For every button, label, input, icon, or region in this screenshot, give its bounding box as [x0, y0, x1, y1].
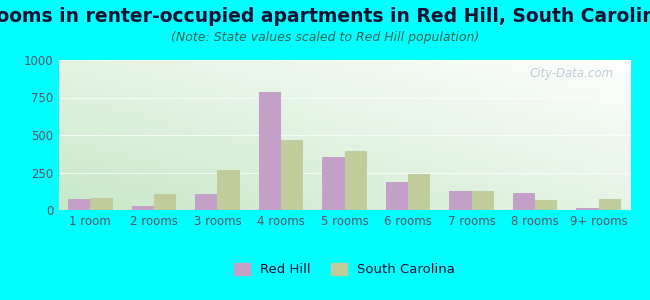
Text: Rooms in renter-occupied apartments in Red Hill, South Carolina: Rooms in renter-occupied apartments in R… — [0, 8, 650, 26]
Bar — [259, 92, 281, 210]
Bar — [195, 194, 217, 210]
Bar — [322, 157, 344, 210]
Bar — [599, 199, 621, 210]
Bar — [344, 151, 367, 210]
Bar — [449, 190, 472, 210]
Bar — [90, 198, 112, 210]
Bar — [513, 193, 535, 210]
Bar — [535, 200, 558, 210]
Text: (Note: State values scaled to Red Hill population): (Note: State values scaled to Red Hill p… — [171, 32, 479, 44]
Bar — [386, 182, 408, 210]
Bar — [408, 174, 430, 210]
Bar — [217, 170, 240, 210]
Bar — [131, 206, 154, 210]
Bar — [281, 140, 303, 210]
Bar — [154, 194, 176, 210]
Bar — [577, 208, 599, 210]
Bar — [68, 199, 90, 210]
Text: City-Data.com: City-Data.com — [529, 68, 614, 80]
Legend: Red Hill, South Carolina: Red Hill, South Carolina — [229, 257, 460, 281]
Bar — [472, 191, 494, 210]
